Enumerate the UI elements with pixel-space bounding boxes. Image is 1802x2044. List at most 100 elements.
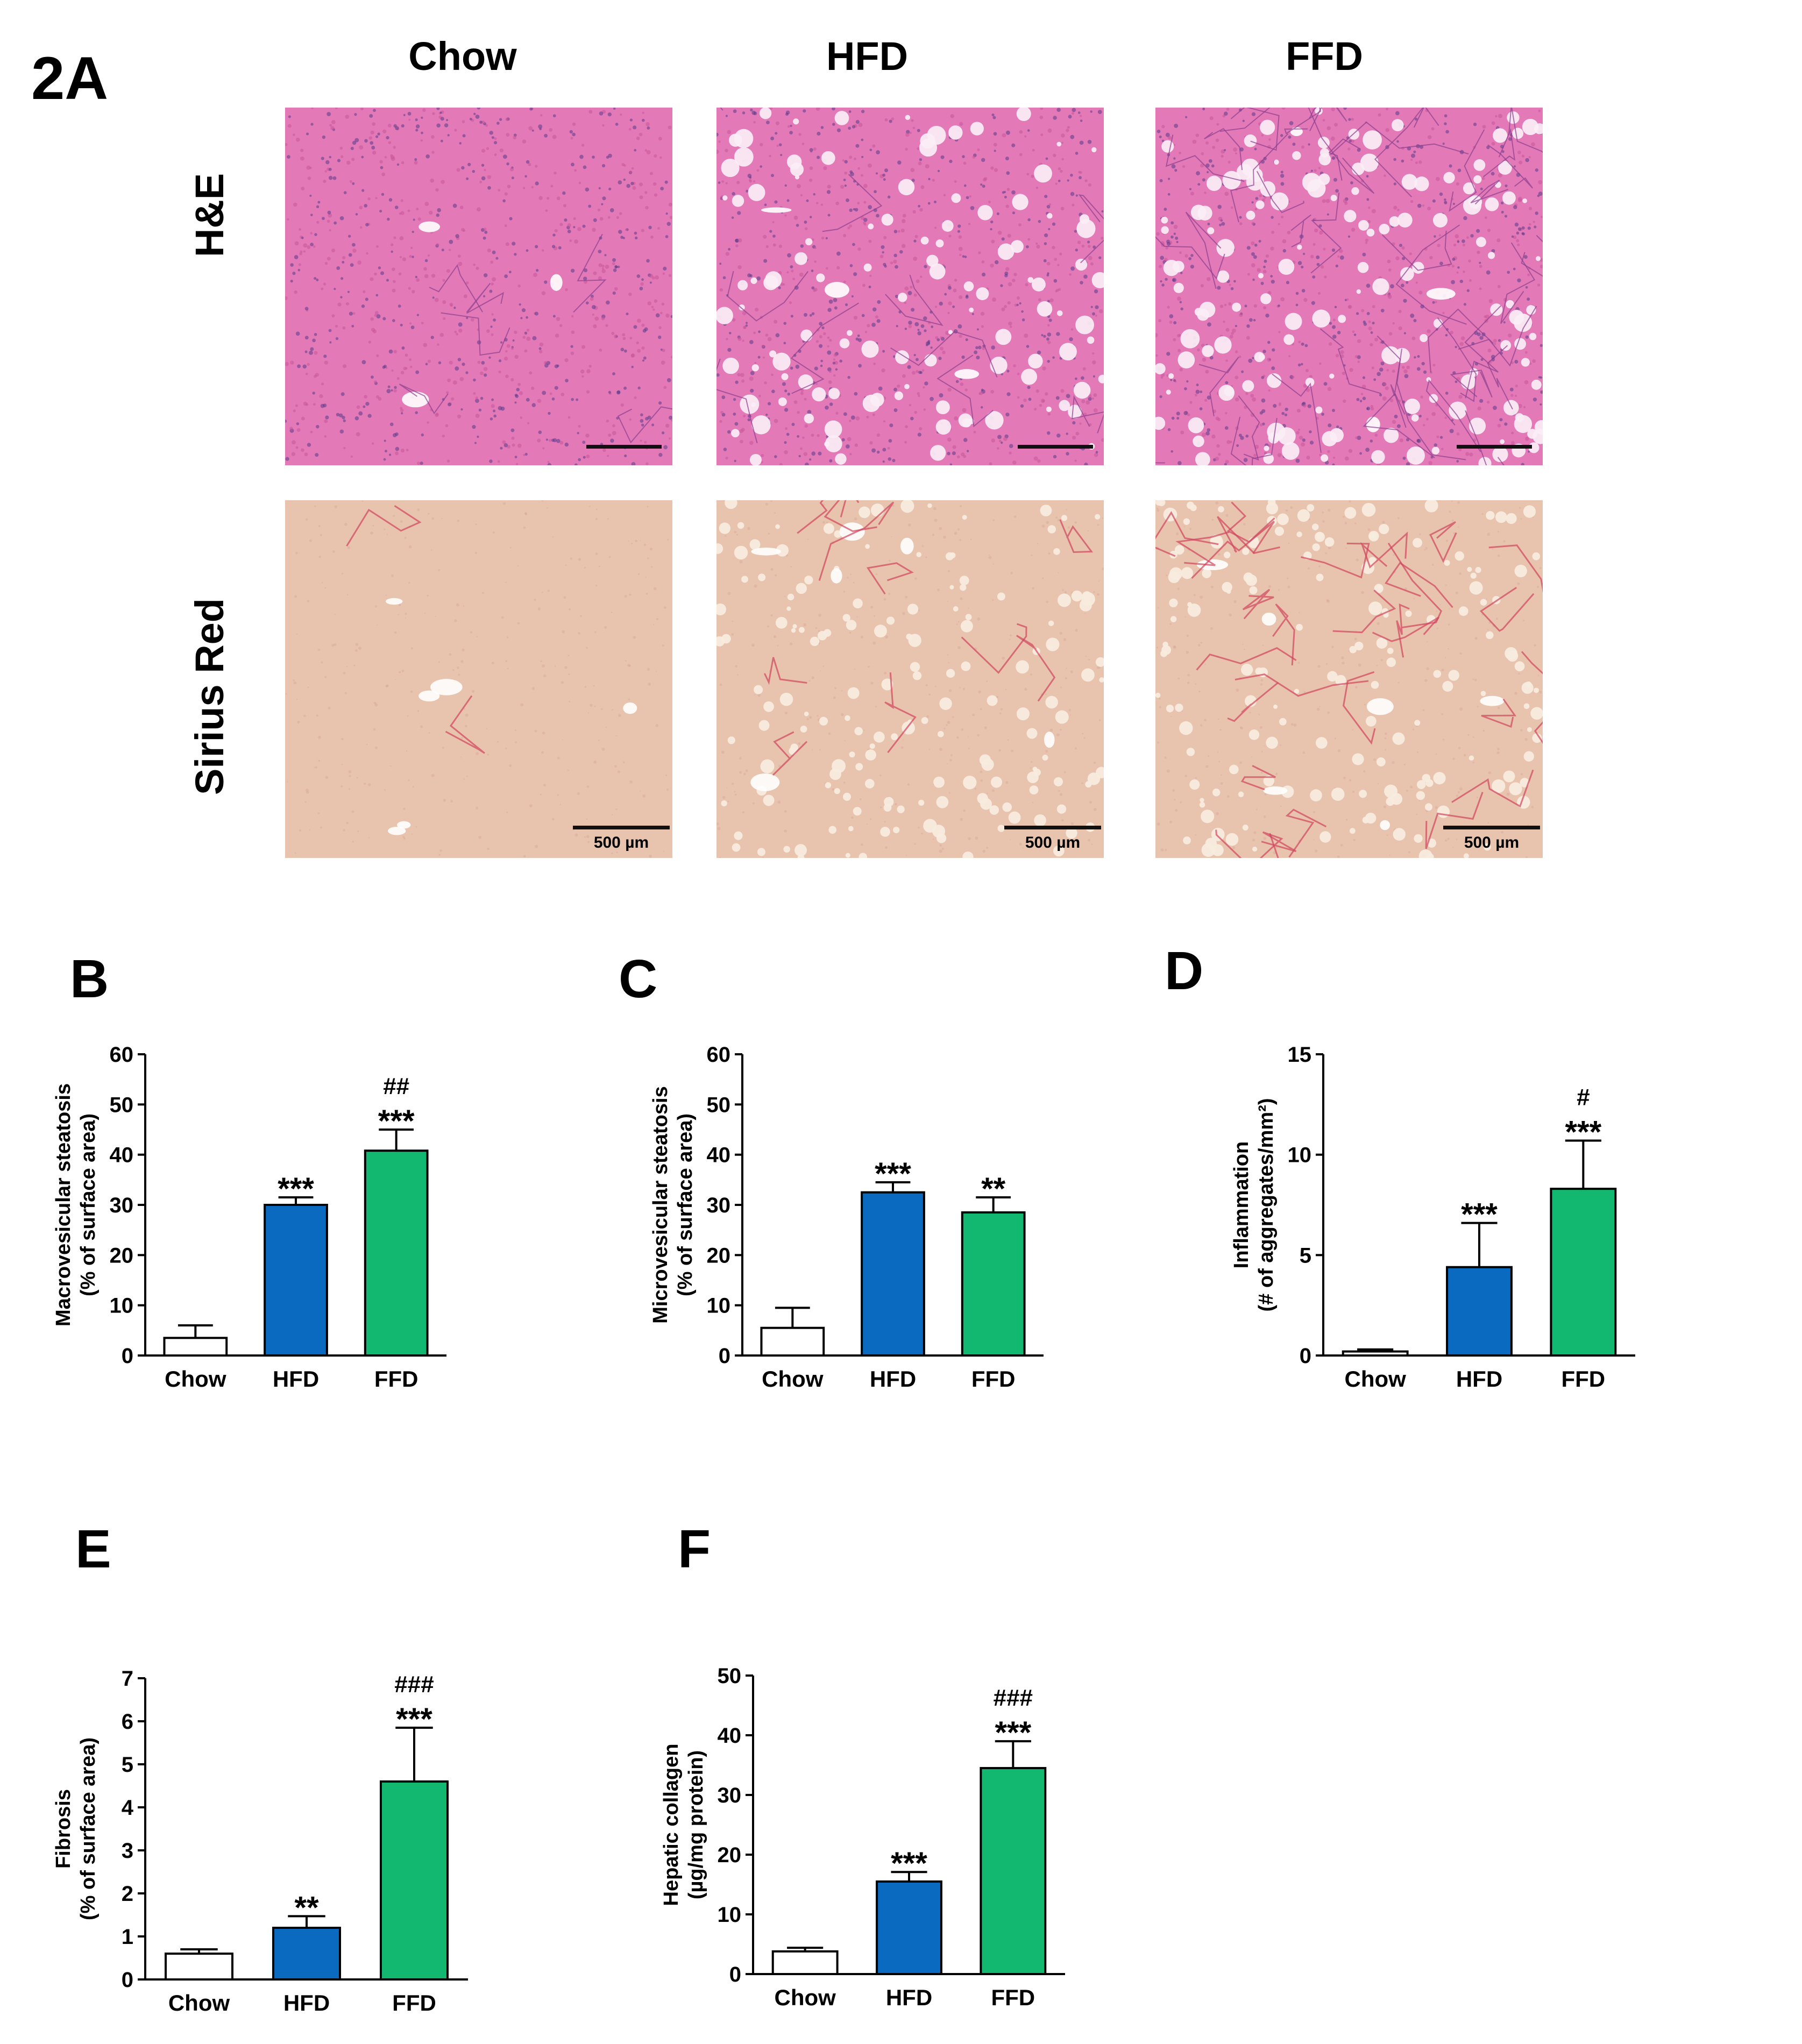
y-axis-label: Microvesicular steatosis (% of surface ar… [649, 1086, 697, 1323]
y-tick-label: 60 [707, 1043, 731, 1067]
y-tick-label: 5 [122, 1753, 133, 1777]
y-tick-label: 0 [1300, 1344, 1311, 1368]
x-tick-label: Chow [165, 1366, 226, 1392]
bar-hfd [264, 1204, 328, 1357]
y-tick-label: 50 [718, 1664, 742, 1688]
column-header-hfd: HFD [826, 34, 909, 79]
x-tick-label: FFD [1562, 1366, 1606, 1392]
scale-bar-label: 500 µm [1464, 834, 1520, 851]
x-tick-label: Chow [762, 1366, 824, 1392]
y-tick-label: 1 [122, 1925, 133, 1949]
y-tick-label: 50 [707, 1093, 731, 1117]
y-tick-label: 10 [718, 1903, 742, 1927]
y-tick-label: 20 [707, 1244, 731, 1267]
he-micrograph-ffd [1155, 108, 1543, 465]
significance-stars: *** [396, 1702, 432, 1737]
significance-stars: *** [278, 1172, 314, 1206]
chart-fibrosis: 0 1 2 3 4 5 6 7 Fibrosis (% of surface area) Chow H… [52, 1667, 468, 2015]
significance-stars: *** [1565, 1115, 1601, 1150]
y-axis-label: Macrovesicular steatosis (% of surface ar… [52, 1083, 100, 1326]
column-header-chow: Chow [408, 34, 517, 79]
y-tick-label: 60 [110, 1043, 134, 1067]
chart-inflammation: 0 5 10 15 Inflammation (# of aggregates/mm²) C… [1230, 1043, 1635, 1392]
bar-ffd [1550, 1188, 1617, 1357]
y-tick-label: 30 [718, 1784, 742, 1807]
y-axis-label-line: (# of aggregates/mm²) [1255, 1098, 1278, 1312]
y-axis-label: Fibrosis (% of surface area) [52, 1737, 100, 1920]
significance-hash: ### [994, 1685, 1033, 1711]
y-tick-label: 3 [122, 1839, 133, 1863]
bar-hfd [861, 1191, 925, 1357]
bar-chow [1342, 1350, 1409, 1357]
panel-letter-f: F [678, 1519, 711, 1579]
y-tick-label: 5 [1300, 1244, 1311, 1267]
y-axis-label-line: (% of surface area) [77, 1737, 100, 1920]
scale-bar [1018, 445, 1093, 449]
y-axis-label-line: Hepatic collagen [660, 1744, 683, 1906]
scale-bar [573, 826, 670, 829]
scale-bar [586, 445, 662, 449]
bar-chow [163, 1337, 228, 1357]
scale-bar [1004, 826, 1101, 829]
y-tick-label: 50 [110, 1093, 134, 1117]
y-tick-label: 10 [110, 1294, 134, 1318]
significance-stars: *** [1461, 1197, 1498, 1232]
y-tick-label: 0 [122, 1344, 133, 1368]
x-tick-label: Chow [775, 1985, 836, 2010]
scale-bar-label: 500 µm [593, 834, 649, 851]
y-tick-label: 2 [122, 1882, 133, 1906]
significance-hash: ### [394, 1671, 434, 1698]
x-tick-label: FFD [374, 1366, 418, 1392]
y-axis-label-line: (% of surface area) [77, 1113, 100, 1296]
he-micrograph-chow [285, 108, 672, 465]
x-tick-label: HFD [1456, 1366, 1502, 1392]
scale-bar [1443, 826, 1540, 829]
x-tick-label: HFD [283, 1990, 330, 2015]
x-tick-label: FFD [392, 1990, 436, 2015]
significance-stars: ** [981, 1172, 1006, 1206]
bar-chow [165, 1953, 233, 1981]
bar-hfd [1446, 1266, 1513, 1357]
y-tick-label: 7 [122, 1667, 133, 1691]
y-axis-label: Hepatic collagen (µg/mg protein) [660, 1744, 707, 1906]
x-tick-label: FFD [991, 1985, 1035, 2010]
significance-stars: *** [995, 1715, 1031, 1750]
y-tick-label: 6 [122, 1710, 133, 1734]
panel-letter-b: B [70, 949, 109, 1009]
bar-ffd [980, 1767, 1047, 1975]
significance-hash: ## [383, 1073, 409, 1099]
x-tick-label: HFD [886, 1985, 932, 2010]
significance-stars: *** [378, 1104, 415, 1139]
y-axis-label: Inflammation (# of aggregates/mm²) [1230, 1098, 1278, 1312]
bar-ffd [961, 1211, 1026, 1357]
x-tick-label: Chow [168, 1990, 230, 2015]
chart-macrovesicular-steatosis: 0 10 20 30 40 50 60 Macrovesicular steatosis (% … [52, 1043, 446, 1392]
y-tick-label: 15 [1288, 1043, 1312, 1067]
significance-hash: # [1577, 1084, 1590, 1111]
bar-chow [760, 1326, 825, 1357]
y-axis-label-line: Inflammation [1230, 1141, 1253, 1268]
y-tick-label: 0 [729, 1963, 741, 1986]
y-tick-label: 40 [707, 1144, 731, 1167]
column-header-ffd: FFD [1286, 34, 1363, 79]
y-axis-label-line: Macrovesicular steatosis [52, 1083, 75, 1326]
y-tick-label: 10 [707, 1294, 731, 1318]
chart-microvesicular-steatosis: 0 10 20 30 40 50 60 Microvesicular steatosis (% … [649, 1043, 1044, 1392]
bar-hfd [876, 1880, 942, 1976]
y-axis-label-line: (µg/mg protein) [685, 1750, 707, 1899]
y-tick-label: 30 [707, 1194, 731, 1217]
sirius-red-micrograph-hfd: 500 µm [716, 500, 1104, 858]
figure-label: 2A [31, 45, 109, 112]
y-tick-label: 0 [122, 1968, 133, 1992]
bar-hfd [272, 1927, 341, 1981]
y-tick-label: 30 [110, 1194, 134, 1217]
panel-letter-e: E [75, 1519, 111, 1579]
y-tick-label: 4 [122, 1796, 134, 1820]
panel-letter-c: C [619, 949, 658, 1009]
y-axis-label-line: Fibrosis [52, 1789, 75, 1869]
bar-ffd [364, 1149, 429, 1357]
x-tick-label: HFD [273, 1366, 319, 1392]
row-header-sirius-red: Sirius Red [187, 598, 232, 795]
scale-bar [1457, 445, 1532, 449]
significance-stars: ** [294, 1890, 319, 1925]
